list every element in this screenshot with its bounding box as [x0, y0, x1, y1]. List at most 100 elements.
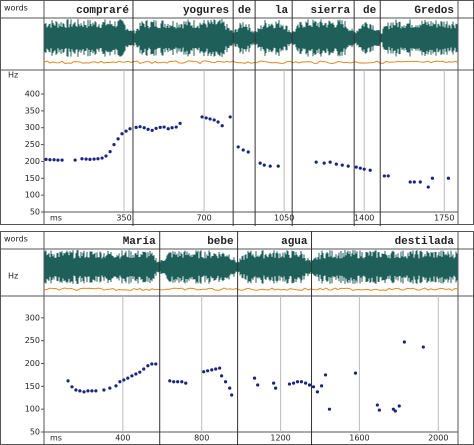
pitch-point	[112, 142, 116, 147]
pitch-point	[228, 115, 232, 119]
pitch-point	[154, 126, 158, 130]
pitch-point	[223, 380, 228, 384]
x-tick-label: 1400	[354, 214, 374, 223]
pitch-point	[418, 180, 422, 184]
pitch-point	[210, 368, 214, 372]
pitch-point	[180, 380, 184, 384]
pitch-point	[446, 176, 450, 180]
x-tick-label: 2000	[428, 434, 448, 443]
pitch-point	[208, 117, 212, 121]
pitch-point	[88, 157, 92, 162]
pitch-point	[104, 154, 108, 158]
pitch-point	[393, 409, 397, 413]
word-label: de	[363, 5, 377, 17]
pitch-point	[176, 380, 180, 384]
pitch-point	[236, 145, 240, 149]
word-label: yogures	[183, 5, 229, 17]
pitch-point	[274, 386, 278, 390]
pitch-point	[128, 127, 132, 131]
pitch-point	[218, 366, 222, 370]
pitch-point	[108, 150, 112, 154]
pitch-point	[362, 167, 366, 171]
y-tick-label: 200	[25, 157, 40, 166]
pitch-point	[412, 180, 416, 184]
pitch-point	[94, 389, 98, 393]
x-tick-label: 1050	[274, 214, 294, 223]
pitch-point	[382, 174, 386, 178]
pitch-point	[311, 385, 316, 389]
pitch-point	[262, 163, 266, 167]
pitch-point	[172, 380, 176, 384]
pitch-point	[146, 364, 150, 368]
pitch-point	[204, 116, 208, 120]
pitch-point	[102, 388, 106, 392]
y-tick-label: 150	[25, 382, 40, 391]
pitch-point	[354, 165, 358, 169]
pitch-point	[340, 163, 344, 167]
pitch-point	[353, 371, 358, 375]
word-label: sierra	[311, 5, 351, 17]
pitch-point	[241, 148, 245, 152]
pitch-point	[73, 158, 77, 162]
word-label: la	[275, 5, 289, 17]
pitch-point	[214, 367, 218, 371]
pitch-point	[120, 132, 124, 136]
x-tick-label: 1600	[349, 434, 369, 443]
y-axis-label: Hz	[8, 71, 18, 80]
pitch-point	[328, 160, 332, 164]
y-axis-label: Hz	[8, 272, 18, 281]
pitch-point	[130, 374, 134, 378]
x-axis-label: ms	[50, 434, 62, 443]
pitch-point	[66, 379, 70, 383]
pitch-point	[184, 381, 188, 385]
pitch-point	[116, 137, 120, 141]
pitch-point	[256, 383, 260, 387]
pitch-point	[430, 176, 434, 180]
pitch-point	[304, 381, 308, 385]
pitch-point	[174, 125, 178, 129]
pitch-point	[142, 126, 146, 130]
pitch-point	[82, 390, 86, 394]
pitch-point	[60, 158, 64, 162]
pitch-point	[375, 403, 379, 407]
pitch-point	[178, 121, 182, 125]
pitch-point	[90, 389, 94, 393]
pitch-point	[44, 157, 48, 162]
x-tick-label: 1750	[434, 214, 454, 223]
pitch-point	[307, 383, 312, 387]
pitch-point	[315, 390, 320, 394]
x-axis-label: ms	[50, 214, 62, 223]
pitch-point	[134, 372, 138, 376]
pitch-point	[138, 370, 142, 374]
pitch-point	[276, 164, 280, 168]
pitch-point	[150, 362, 154, 366]
intensity-curve	[43, 60, 459, 65]
word-label: destilada	[395, 236, 455, 248]
pitch-point	[252, 376, 257, 380]
pitch-point	[346, 164, 350, 168]
pitch-point	[118, 380, 122, 384]
pitch-point	[408, 180, 412, 184]
y-tick-label: 200	[25, 359, 40, 368]
pitch-point	[84, 157, 88, 161]
pitch-point	[220, 124, 224, 128]
pitch-point	[323, 373, 328, 377]
pitch-point	[100, 156, 104, 160]
pitch-point	[70, 385, 74, 389]
pitch-point	[96, 157, 100, 161]
waveform	[44, 250, 458, 284]
pitch-point	[258, 161, 262, 165]
y-tick-label: 50	[30, 208, 40, 217]
pitch-point	[150, 128, 154, 133]
pitch-point	[48, 158, 52, 162]
pitch-point	[426, 185, 430, 189]
y-tick-label: 300	[25, 313, 40, 322]
y-tick-label: 400	[25, 90, 40, 99]
word-label: de	[238, 5, 252, 17]
pitch-point	[52, 158, 56, 162]
y-tick-label: 100	[25, 405, 40, 414]
pitch-point	[168, 379, 172, 383]
pitch-point	[287, 382, 292, 386]
pitch-point	[206, 369, 210, 373]
